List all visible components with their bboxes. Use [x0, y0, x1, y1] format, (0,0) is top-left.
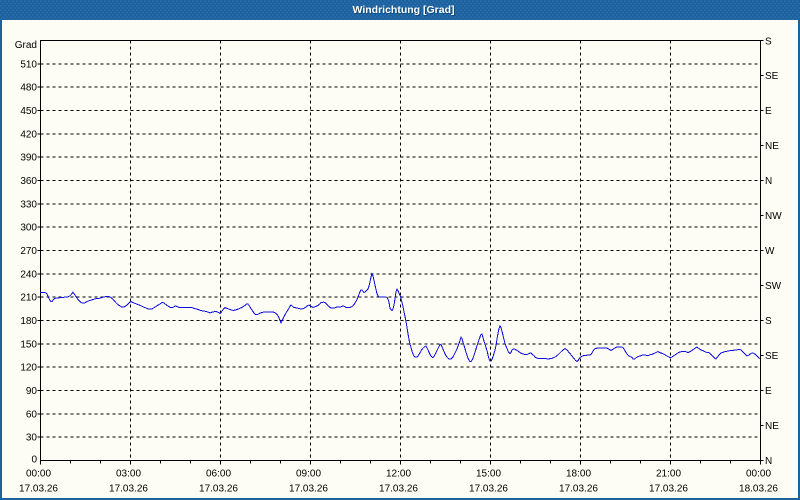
svg-text:420: 420 — [20, 129, 37, 140]
svg-text:510: 510 — [20, 59, 37, 70]
svg-text:60: 60 — [26, 409, 38, 420]
svg-text:180: 180 — [20, 316, 37, 327]
svg-text:270: 270 — [20, 246, 37, 257]
svg-text:N: N — [765, 456, 772, 467]
svg-text:90: 90 — [26, 386, 38, 397]
svg-text:21:00: 21:00 — [656, 469, 681, 480]
svg-text:SW: SW — [765, 281, 782, 292]
svg-text:15:00: 15:00 — [476, 469, 501, 480]
svg-text:330: 330 — [20, 199, 37, 210]
svg-text:00:00: 00:00 — [26, 469, 51, 480]
svg-text:SE: SE — [765, 71, 779, 82]
svg-text:S: S — [765, 37, 772, 48]
svg-text:17.03.26: 17.03.26 — [289, 484, 328, 495]
svg-text:09:00: 09:00 — [296, 469, 321, 480]
svg-text:17.03.26: 17.03.26 — [649, 484, 688, 495]
svg-text:17.03.26: 17.03.26 — [469, 484, 508, 495]
svg-text:360: 360 — [20, 176, 37, 187]
svg-text:N: N — [765, 176, 772, 187]
svg-text:03:00: 03:00 — [116, 469, 141, 480]
svg-text:150: 150 — [20, 339, 37, 350]
svg-text:120: 120 — [20, 363, 37, 374]
svg-text:E: E — [765, 386, 772, 397]
svg-text:17.03.26: 17.03.26 — [379, 484, 418, 495]
svg-text:NE: NE — [765, 141, 779, 152]
svg-text:30: 30 — [26, 433, 38, 444]
svg-text:S: S — [765, 316, 772, 327]
svg-text:0: 0 — [31, 455, 37, 466]
svg-text:300: 300 — [20, 223, 37, 234]
svg-text:NW: NW — [765, 211, 782, 222]
svg-text:00:00: 00:00 — [746, 469, 771, 480]
svg-text:E: E — [765, 106, 772, 117]
svg-text:18:00: 18:00 — [566, 469, 591, 480]
svg-text:NE: NE — [765, 421, 779, 432]
svg-text:17.03.26: 17.03.26 — [19, 484, 58, 495]
svg-text:Grad: Grad — [15, 40, 37, 51]
svg-text:18.03.26: 18.03.26 — [739, 484, 778, 495]
svg-text:W: W — [765, 246, 775, 257]
svg-text:17.03.26: 17.03.26 — [199, 484, 238, 495]
svg-text:12:00: 12:00 — [386, 469, 411, 480]
svg-text:450: 450 — [20, 106, 37, 117]
svg-text:17.03.26: 17.03.26 — [109, 484, 148, 495]
svg-text:480: 480 — [20, 83, 37, 94]
svg-text:390: 390 — [20, 153, 37, 164]
svg-text:06:00: 06:00 — [206, 469, 231, 480]
svg-text:240: 240 — [20, 269, 37, 280]
svg-text:SE: SE — [765, 351, 779, 362]
svg-text:210: 210 — [20, 293, 37, 304]
svg-text:17.03.26: 17.03.26 — [559, 484, 598, 495]
